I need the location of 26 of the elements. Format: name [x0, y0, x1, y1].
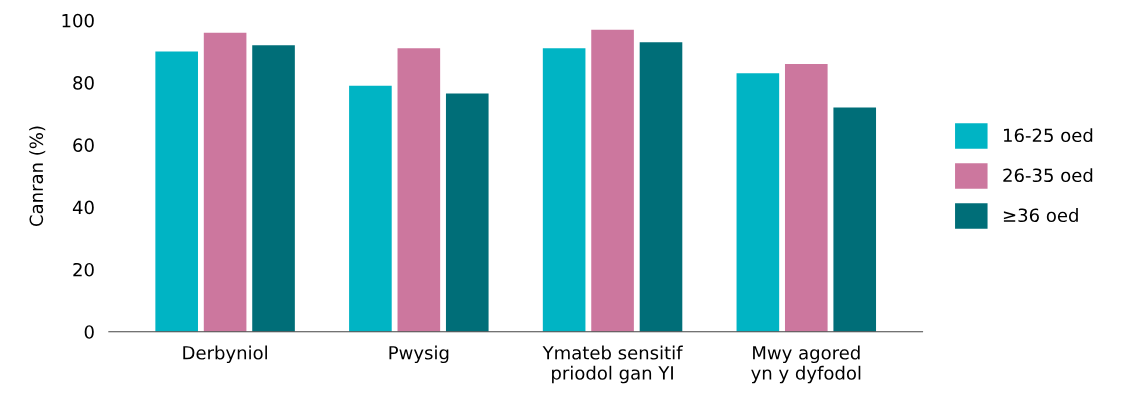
bar — [591, 29, 634, 332]
x-tick-label: Derbyniol — [183, 345, 267, 364]
bar — [349, 85, 392, 332]
x-tick-label: Mwy agored yn y dyfodol — [751, 345, 861, 384]
y-tick-label: 40 — [72, 200, 94, 215]
y-tick-label: 100 — [62, 13, 94, 28]
y-tick-label: 0 — [84, 325, 94, 339]
y-tick-label: 60 — [73, 138, 94, 153]
bar — [736, 73, 780, 332]
y-tick-label: 20 — [73, 262, 94, 277]
bar — [784, 63, 828, 332]
bar — [542, 48, 586, 332]
bar — [155, 51, 198, 332]
y-tick-label: 80 — [73, 76, 94, 90]
bar — [397, 48, 441, 332]
legend-label: 26-35 oed — [1003, 168, 1093, 183]
bar — [833, 107, 877, 332]
legend-label: 16-25 oed — [1003, 128, 1093, 143]
y-axis-title: Canran (%) — [29, 126, 46, 227]
bar — [203, 32, 247, 332]
x-tick-label: Ymateb sensitif priodol gan YI — [542, 345, 683, 384]
legend-label: ≥36 oed — [1003, 208, 1078, 223]
bar — [639, 42, 683, 332]
bar — [252, 45, 295, 332]
x-tick-label: Pwysig — [389, 345, 449, 364]
bar — [445, 93, 489, 332]
